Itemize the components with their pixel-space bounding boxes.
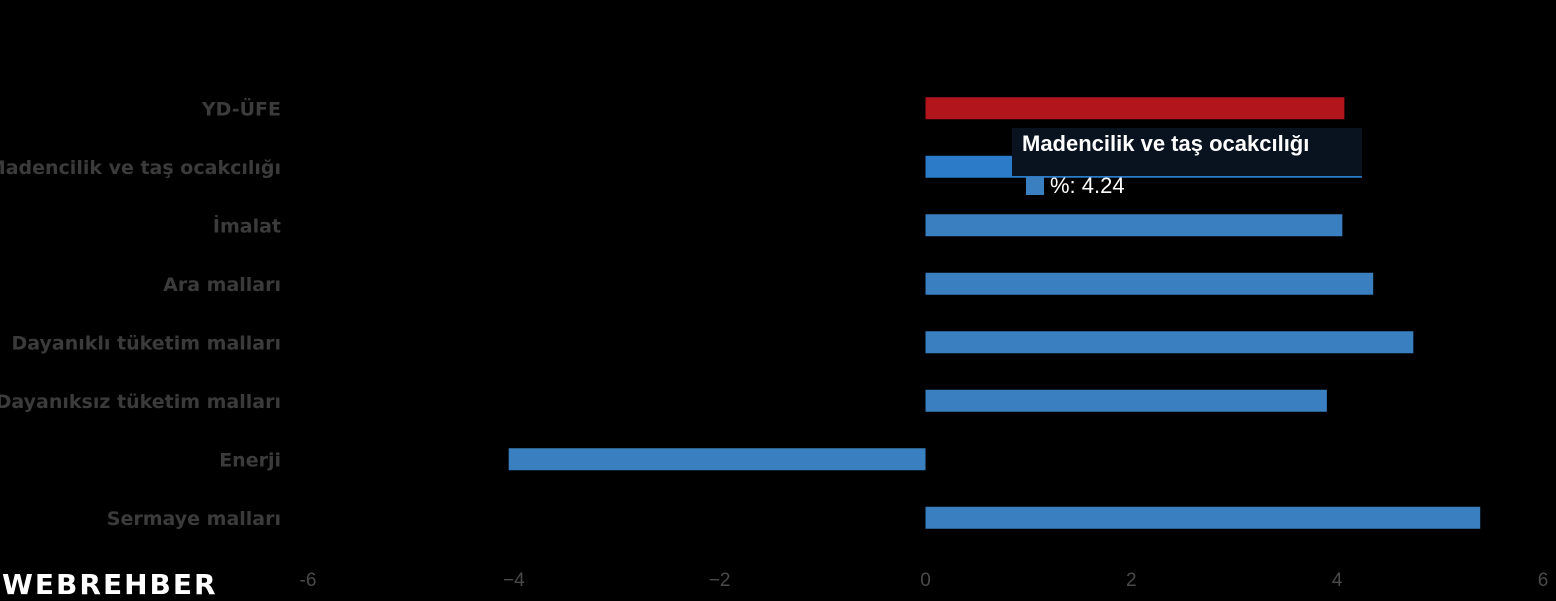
- x-tick-label-3: 0: [920, 570, 931, 591]
- logo-letter: H: [124, 568, 150, 601]
- logo-letter: W: [2, 568, 35, 601]
- category-label-1: Madencilik ve taş ocakcılığı: [0, 157, 281, 179]
- logo-letter: R: [194, 568, 218, 601]
- logo-letter: E: [34, 568, 57, 601]
- logo-letter: B: [56, 568, 80, 601]
- x-tick-label-1: −4: [503, 570, 525, 591]
- logo-letter: R: [79, 568, 103, 601]
- webrehber-logo: WEBREHBER: [2, 568, 218, 601]
- category-label-4: Dayanıklı tüketim malları: [11, 332, 281, 354]
- bar-2[interactable]: [925, 214, 1343, 237]
- x-tick-label-6: 6: [1538, 570, 1549, 591]
- logo-letter: E: [172, 568, 194, 601]
- bar-0[interactable]: [925, 97, 1345, 120]
- tooltip-title: Madencilik ve taş ocakcılığı: [1022, 131, 1310, 156]
- category-label-7: Sermaye malları: [107, 508, 281, 530]
- x-axis-ticks: -6 −4 −2 0 2 4 6: [300, 570, 1549, 591]
- category-label-6: Enerji: [219, 449, 281, 471]
- tooltip-value: %: 4.24: [1050, 173, 1125, 198]
- logo-letter: B: [149, 568, 173, 601]
- tooltip-series-swatch: [1026, 177, 1044, 195]
- x-tick-label-5: 4: [1332, 570, 1343, 591]
- tooltip-value-row: %: 4.24: [1026, 173, 1125, 199]
- x-tick-label-2: −2: [709, 570, 731, 591]
- category-label-3: Ara malları: [163, 274, 281, 296]
- tooltip-background: [1012, 128, 1362, 176]
- logo-letter: E: [102, 568, 125, 601]
- chart-tooltip: Madencilik ve taş ocakcılığı %: 4.24: [1012, 128, 1362, 198]
- category-label-2: İmalat: [213, 213, 281, 237]
- bar-7[interactable]: [925, 506, 1481, 529]
- bar-6[interactable]: [508, 448, 926, 471]
- category-label-5: Dayanıksız tüketim malları: [0, 391, 281, 413]
- bar-4[interactable]: [925, 331, 1414, 354]
- category-labels: YD-ÜFE Madencilik ve taş ocakcılığı İmalat…: [0, 96, 281, 530]
- x-tick-label-0: -6: [300, 570, 317, 591]
- x-tick-label-4: 2: [1126, 570, 1137, 591]
- bar-5[interactable]: [925, 389, 1327, 412]
- category-label-0: YD-ÜFE: [201, 96, 281, 120]
- bar-3[interactable]: [925, 272, 1374, 295]
